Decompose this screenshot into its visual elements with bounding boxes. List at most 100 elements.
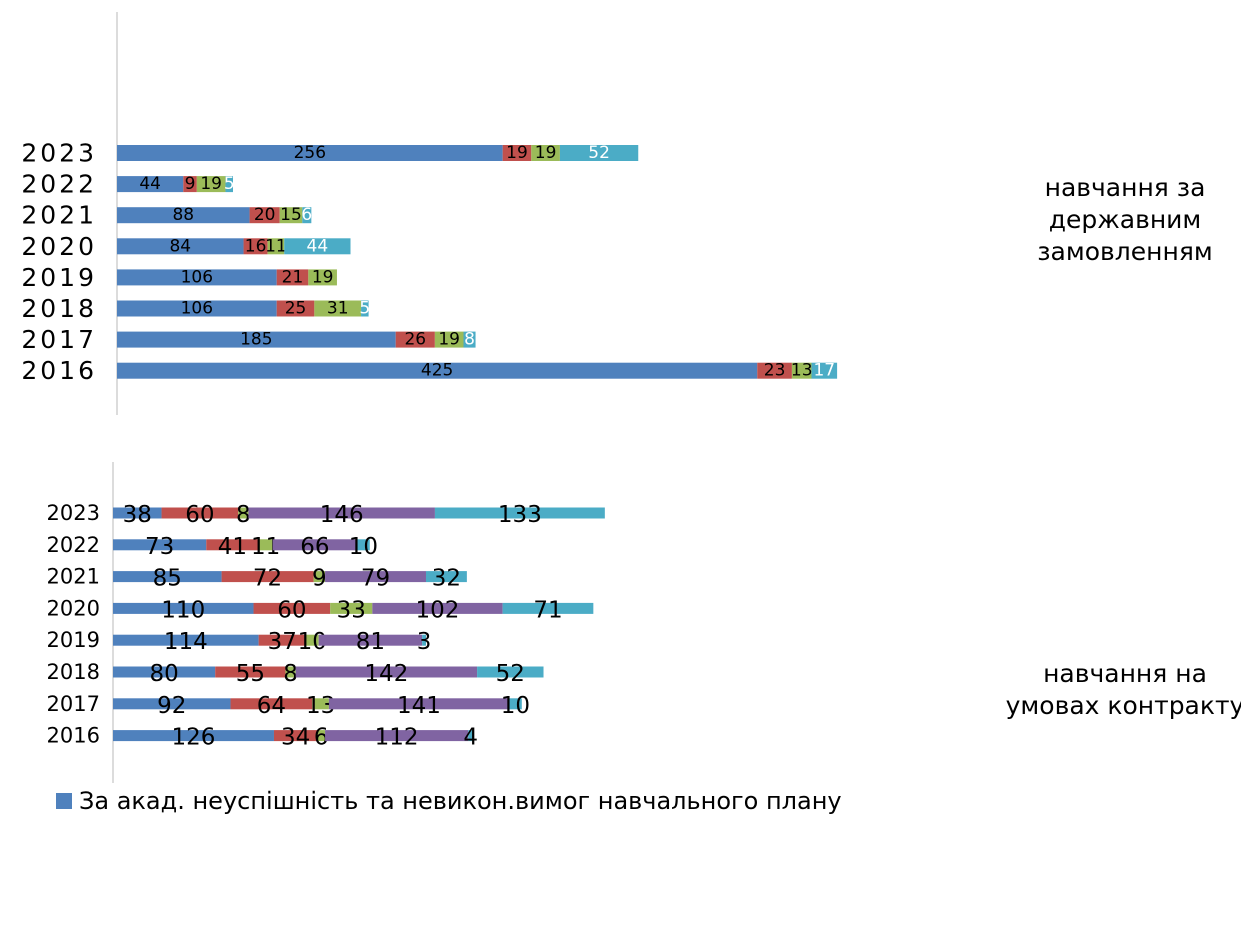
top-bar-segment	[117, 362, 758, 379]
bottom-bar-segment	[502, 602, 594, 614]
bottom-data-label: 72	[253, 566, 282, 592]
top-bar-segment	[117, 207, 250, 224]
top-data-label: 44	[307, 236, 329, 256]
top-bar-segment	[117, 238, 244, 255]
bottom-bar-segment	[221, 571, 314, 583]
top-bar-segment	[791, 362, 812, 379]
bottom-category-label: 2020	[47, 596, 100, 620]
top-category-label: 2019	[21, 263, 97, 292]
top-data-label: 20	[254, 205, 276, 225]
top-data-label: 16	[245, 236, 267, 256]
bottom-data-label: 38	[123, 502, 152, 528]
top-data-label: 15	[280, 205, 302, 225]
top-bar-segment	[276, 300, 315, 317]
top-data-label: 13	[791, 361, 813, 381]
top-bar-segment	[276, 269, 309, 286]
bottom-data-label: 126	[172, 725, 216, 751]
bottom-data-label: 9	[312, 566, 327, 592]
bottom-bar-segment	[318, 634, 423, 646]
bottom-data-label: 60	[185, 502, 214, 528]
top-data-label: 185	[240, 330, 272, 350]
bottom-data-label: 66	[300, 534, 329, 560]
bottom-bar-segment	[113, 698, 231, 710]
top-data-label: 11	[265, 236, 287, 256]
top-bar-segment	[183, 176, 197, 193]
bottom-data-label: 110	[161, 597, 205, 623]
top-category-label: 2018	[21, 294, 97, 323]
bottom-bar-segment	[230, 698, 313, 710]
top-category-label: 2022	[21, 170, 97, 199]
top-data-label: 19	[438, 330, 460, 350]
bottom-bar-segment	[206, 539, 259, 551]
top-data-label: 5	[359, 299, 370, 319]
top-bar-segment	[243, 238, 268, 255]
bottom-bar-segment	[313, 571, 326, 583]
bottom-data-label: 60	[277, 597, 306, 623]
top-bar-segment	[502, 145, 532, 161]
bottom-data-label: 112	[375, 725, 419, 751]
bottom-data-label: 81	[356, 629, 385, 655]
bottom-data-label: 64	[257, 693, 286, 719]
top-category-label: 2017	[21, 325, 97, 354]
top-data-label: 52	[588, 143, 610, 163]
top-data-label: 106	[181, 299, 213, 319]
top-category-label: 2016	[21, 356, 97, 385]
bottom-bar-segment	[238, 507, 249, 519]
bottom-bar-segment	[113, 571, 222, 583]
top-bar-segment	[559, 145, 639, 161]
bottom-data-label: 33	[337, 597, 366, 623]
bottom-bar-segment	[312, 698, 329, 710]
top-bar-segment	[117, 300, 277, 317]
top-bar-segment	[279, 207, 303, 224]
bottom-data-label: 32	[432, 566, 461, 592]
top-data-label: 19	[535, 143, 557, 163]
bottom-bar-segment	[113, 666, 216, 678]
bottom-bar-segment	[468, 730, 474, 742]
top-data-label: 106	[181, 267, 213, 287]
top-data-label: 26	[404, 330, 426, 350]
bottom-bar-segment	[161, 507, 239, 519]
top-bar-segment	[249, 207, 280, 224]
bottom-data-label: 92	[157, 693, 186, 719]
bottom-category-label: 2019	[47, 628, 100, 652]
top-category-label: 2021	[21, 201, 97, 230]
top-data-label: 19	[506, 143, 528, 163]
bottom-bar-segment	[113, 539, 207, 551]
top-bar-segment	[308, 269, 337, 286]
bottom-data-label: 52	[496, 661, 525, 687]
bottom-chart-group-label: навчання на умовах контракту	[1005, 659, 1241, 720]
top-data-label: 31	[327, 299, 349, 319]
bottom-data-label: 102	[416, 597, 460, 623]
top-bar-segment	[757, 362, 792, 379]
bottom-category-label: 2017	[47, 692, 100, 716]
top-data-label: 19	[200, 174, 222, 194]
bottom-bar-segment	[215, 666, 286, 678]
bottom-bar-segment	[305, 634, 319, 646]
top-bar-segment	[302, 207, 312, 224]
legend-swatch	[56, 793, 72, 809]
bottom-bar-segment	[285, 666, 296, 678]
bottom-data-label: 41	[218, 534, 247, 560]
top-bar-segment	[196, 176, 226, 193]
top-data-label: 8	[464, 330, 475, 350]
bottom-bar-segment	[372, 602, 503, 614]
bottom-bar-segment	[113, 507, 162, 519]
top-data-label: 44	[139, 174, 161, 194]
top-data-label: 425	[421, 361, 453, 381]
top-data-label: 256	[294, 143, 326, 163]
bottom-bar-segment	[422, 634, 426, 646]
bottom-bar-segment	[113, 730, 274, 742]
bottom-data-label: 85	[153, 566, 182, 592]
bottom-data-label: 8	[236, 502, 251, 528]
top-bar-segment	[434, 331, 464, 348]
top-bar-segment	[225, 176, 234, 193]
bottom-category-label: 2023	[47, 501, 100, 525]
top-data-label: 5	[224, 174, 235, 194]
bottom-data-label: 3	[417, 629, 432, 655]
bottom-bar-segment	[248, 507, 435, 519]
top-data-label: 9	[185, 174, 196, 194]
bottom-category-label: 2016	[47, 724, 100, 748]
bottom-data-label: 34	[281, 725, 310, 751]
bottom-data-label: 146	[320, 502, 364, 528]
